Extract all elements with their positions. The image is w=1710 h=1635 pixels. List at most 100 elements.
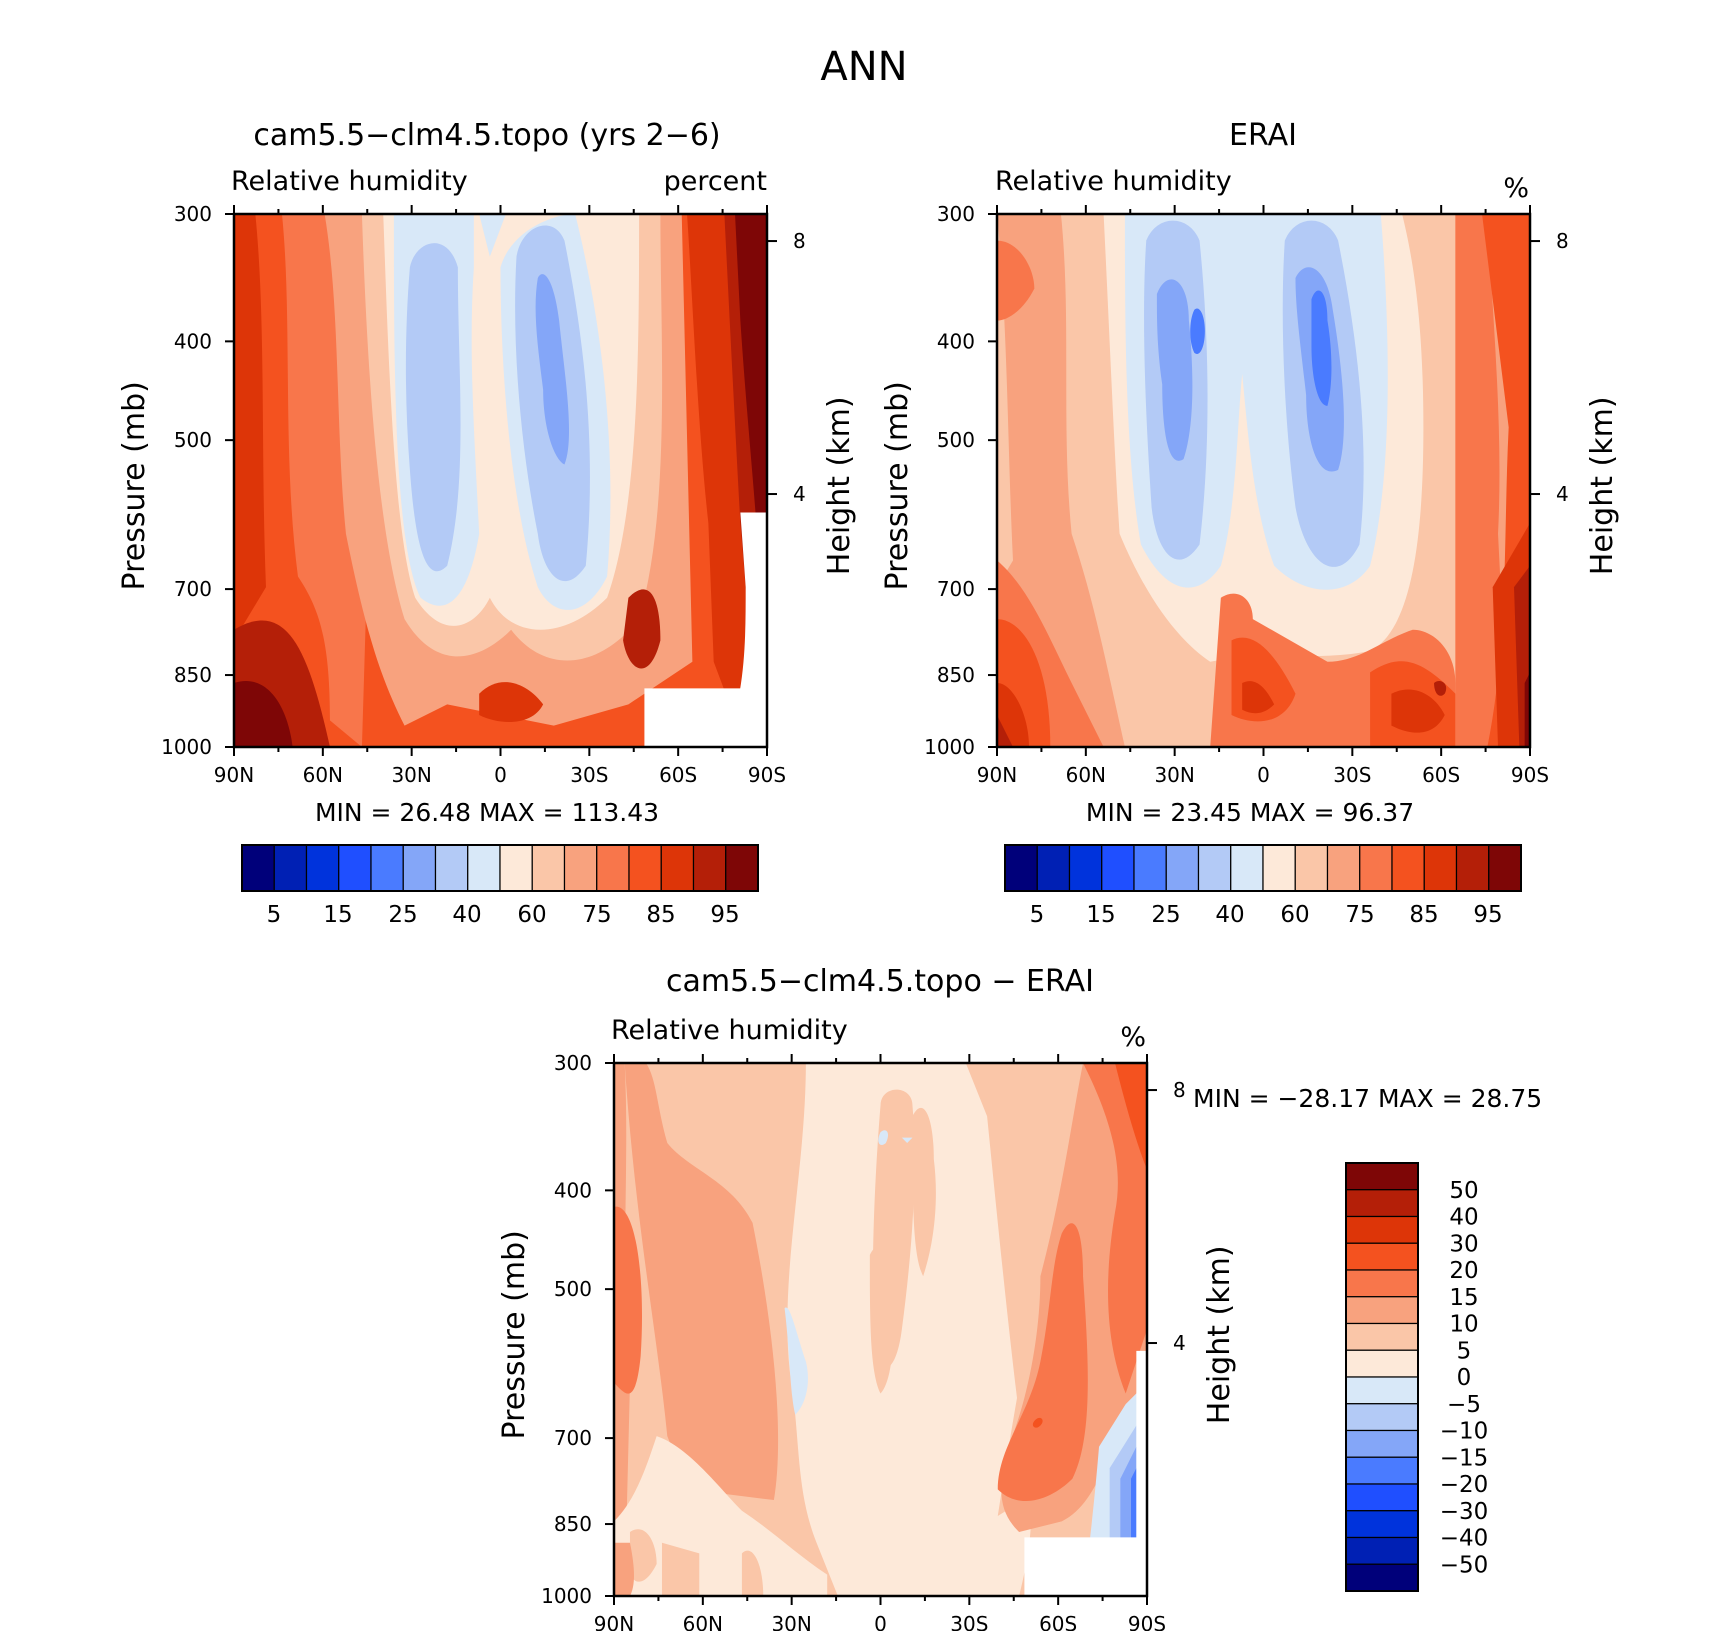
colorbar-swatch xyxy=(1345,1483,1419,1512)
colorbar-swatch xyxy=(563,844,598,892)
colorbar-swatch xyxy=(1345,1429,1419,1458)
colorbar-label: 95 xyxy=(710,902,739,928)
x-tick-label: 60S xyxy=(1039,1612,1077,1631)
panel-observations: ERAI Relative humidity % xyxy=(880,118,1620,928)
x-tick-label: 30S xyxy=(950,1612,988,1631)
contour-field xyxy=(997,214,1530,747)
x-tick-label: 30S xyxy=(570,763,608,787)
x-tick-label: 0 xyxy=(494,763,507,787)
x-tick-label: 30N xyxy=(771,1612,811,1631)
plot-frame: 90N 60N 30N 0 30S 60S 90S 300 400 500 700 850 1000 8 4… xyxy=(880,202,1620,787)
left-label: Relative humidity xyxy=(231,166,468,197)
colorbar-label: 20 xyxy=(1449,1258,1478,1284)
colorbar xyxy=(1345,1162,1419,1592)
panel-title: cam5.5−clm4.5.topo (yrs 2−6) xyxy=(253,118,720,153)
y-tick-label: 700 xyxy=(554,1426,592,1450)
colorbar-swatch xyxy=(1345,1215,1419,1244)
y-tick-label: 1000 xyxy=(161,735,212,759)
colorbar-swatch xyxy=(370,844,404,892)
colorbar-label: −20 xyxy=(1440,1472,1489,1498)
y-tick-label: 300 xyxy=(937,202,975,226)
colorbar-label: 95 xyxy=(1473,902,1502,928)
colorbar-swatch xyxy=(273,844,308,892)
right-label: percent xyxy=(664,166,767,197)
colorbar-swatch xyxy=(1036,844,1071,892)
panel-model: cam5.5−clm4.5.topo (yrs 2−6) Relative hu… xyxy=(117,118,857,928)
colorbar-label: 40 xyxy=(452,902,481,928)
colorbar-swatch xyxy=(241,844,275,892)
colorbar-label: −15 xyxy=(1440,1445,1489,1471)
colorbar-swatch xyxy=(434,844,469,892)
colorbar-label: 75 xyxy=(582,902,611,928)
y-tick-label: 500 xyxy=(937,428,975,452)
colorbar-label: 40 xyxy=(1215,902,1244,928)
colorbar-swatch xyxy=(1345,1269,1419,1298)
x-tick-label: 90N xyxy=(594,1612,634,1631)
x-tick-label: 60N xyxy=(1066,763,1106,787)
colorbar-label: 85 xyxy=(646,902,675,928)
y-tick-label: 1000 xyxy=(924,735,975,759)
colorbar xyxy=(241,844,759,892)
y2-tick-label: 8 xyxy=(1173,1078,1186,1102)
y-tick-label: 400 xyxy=(554,1178,592,1202)
colorbar-swatch xyxy=(531,844,566,892)
panel-title: cam5.5−clm4.5.topo − ERAI xyxy=(666,964,1094,999)
colorbar-swatch xyxy=(1345,1349,1419,1378)
colorbar-swatch xyxy=(1359,844,1393,892)
left-label: Relative humidity xyxy=(995,166,1232,197)
colorbar-label: −50 xyxy=(1440,1552,1489,1578)
x-tick-label: 30N xyxy=(1154,763,1194,787)
colorbar-swatch xyxy=(1165,844,1200,892)
colorbar xyxy=(1004,844,1522,892)
y-tick-label: 700 xyxy=(174,577,212,601)
x-tick-label: 60S xyxy=(659,763,697,787)
x-tick-label: 30S xyxy=(1333,763,1371,787)
y-axis-title: Pressure (mb) xyxy=(880,381,915,590)
y2-tick-label: 8 xyxy=(793,229,806,253)
colorbar-swatch xyxy=(1345,1510,1419,1539)
x-tick-label: 90N xyxy=(214,763,254,787)
colorbar-swatch xyxy=(1101,844,1135,892)
x-tick-label: 0 xyxy=(874,1612,887,1631)
y2-axis-title: Height (km) xyxy=(1202,1245,1237,1424)
colorbar-swatch xyxy=(628,844,662,892)
colorbar-label: 75 xyxy=(1345,902,1374,928)
colorbar-labels: 5 15 25 40 60 75 85 95 xyxy=(267,902,740,928)
colorbar-label: 15 xyxy=(323,902,352,928)
colorbar-swatch xyxy=(692,844,727,892)
x-tick-label: 0 xyxy=(1257,763,1270,787)
colorbar-label: 5 xyxy=(1030,902,1045,928)
colorbar-swatch xyxy=(1345,1376,1419,1405)
y2-tick-label: 4 xyxy=(1173,1331,1186,1355)
colorbar-swatch xyxy=(1133,844,1167,892)
y2-tick-label: 4 xyxy=(793,482,806,506)
colorbar-swatch xyxy=(1326,844,1361,892)
colorbar-swatch xyxy=(1197,844,1232,892)
colorbar-swatch xyxy=(1345,1162,1419,1191)
plot-frame: 90N 60N 30N 0 30S 60S 90S 300 400 500 700 850 1000 8 4… xyxy=(497,1051,1237,1635)
x-tick-label: 60N xyxy=(683,1612,723,1631)
x-tick-label: 90S xyxy=(1128,1612,1166,1631)
colorbar-swatch xyxy=(1488,844,1522,892)
colorbar-swatch xyxy=(1345,1563,1419,1592)
colorbar-swatch xyxy=(1345,1242,1419,1271)
colorbar-swatch xyxy=(1345,1536,1419,1565)
y2-tick-label: 8 xyxy=(1556,229,1569,253)
contour-field xyxy=(614,1063,1147,1596)
colorbar-swatch xyxy=(1455,844,1490,892)
y-axis-title: Pressure (mb) xyxy=(117,381,152,590)
colorbar-border xyxy=(1345,1162,1419,1592)
colorbar-label: 5 xyxy=(1457,1338,1472,1364)
plot-frame: 90N 60N 30N 0 30S 60S 90S 300 400 500 700 850 1000 8 4… xyxy=(117,202,857,787)
colorbar-label: 0 xyxy=(1457,1365,1472,1391)
colorbar-label: 30 xyxy=(1449,1231,1478,1257)
colorbar-swatch xyxy=(1345,1296,1419,1325)
colorbar-swatch xyxy=(1345,1403,1419,1432)
min-max-stats: MIN = −28.17 MAX = 28.75 xyxy=(1193,1084,1542,1113)
colorbar-swatch xyxy=(1068,844,1103,892)
colorbar-label: −40 xyxy=(1440,1526,1489,1552)
right-label: % xyxy=(1503,173,1529,204)
x-tick-label: 90S xyxy=(748,763,786,787)
